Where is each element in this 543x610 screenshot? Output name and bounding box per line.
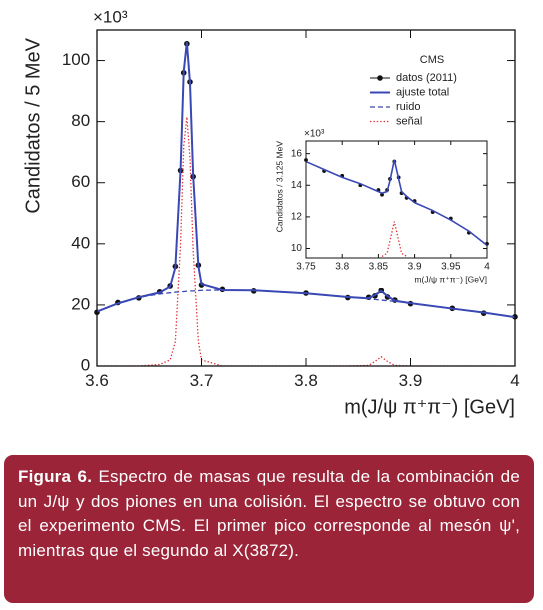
x-tick-label: 3.6 — [85, 371, 109, 390]
y-tick-label: 20 — [71, 294, 90, 313]
x-tick-label: 3.9 — [399, 371, 423, 390]
y-multiplier: ×10³ — [93, 8, 128, 27]
y-tick-label: 0 — [81, 355, 90, 374]
y-tick-label: 80 — [71, 111, 90, 130]
y-axis-label: Candidatos / 5 MeV — [22, 37, 44, 213]
y-tick-label: 40 — [71, 233, 90, 252]
x-tick-label: 4 — [484, 262, 490, 273]
legend-label: datos (2011) — [396, 72, 457, 84]
x-tick-label: 3.95 — [441, 262, 461, 273]
x-tick-label: 3.8 — [294, 371, 318, 390]
x-tick-label: 3.9 — [408, 262, 422, 273]
y-tick-label: 60 — [71, 172, 90, 191]
series-line — [97, 116, 515, 366]
y-tick-label: 100 — [62, 50, 90, 69]
y-axis-label: Candidatos / 3.125 MeV — [274, 141, 284, 233]
x-tick-label: 3.7 — [190, 371, 214, 390]
y-tick-label: 12 — [291, 212, 303, 223]
x-tick-label: 3.75 — [296, 262, 316, 273]
legend-label: ruido — [396, 101, 420, 113]
legend-label: señal — [396, 115, 422, 127]
x-axis-label: m(J/ψ π⁺π⁻) [GeV] — [344, 396, 515, 418]
x-axis-label: m(J/ψ π⁺π⁻) [GeV] — [414, 274, 487, 284]
series-line — [97, 289, 515, 318]
y-tick-label: 14 — [291, 180, 303, 191]
legend-symbol — [377, 75, 383, 81]
y-tick-label: 16 — [291, 148, 303, 159]
legend-label: ajuste total — [396, 86, 449, 98]
x-tick-label: 3.8 — [335, 262, 349, 273]
caption-label: Figura 6. — [18, 467, 93, 486]
x-tick-label: 3.85 — [369, 262, 389, 273]
x-tick-label: 4 — [510, 371, 519, 390]
fit-line — [306, 159, 487, 246]
inset-background — [262, 127, 493, 288]
caption: Figura 6. Espectro de masas que resulta … — [4, 455, 534, 603]
caption-text: Espectro de masas que resulta de la comb… — [18, 467, 520, 560]
data-point — [380, 192, 384, 197]
fit-line — [97, 42, 515, 319]
series-line — [381, 221, 407, 257]
y-tick-label: 10 — [291, 243, 303, 254]
legend-title: CMS — [420, 54, 444, 66]
y-multiplier: ×10³ — [304, 129, 325, 140]
plot-frame — [305, 140, 488, 259]
